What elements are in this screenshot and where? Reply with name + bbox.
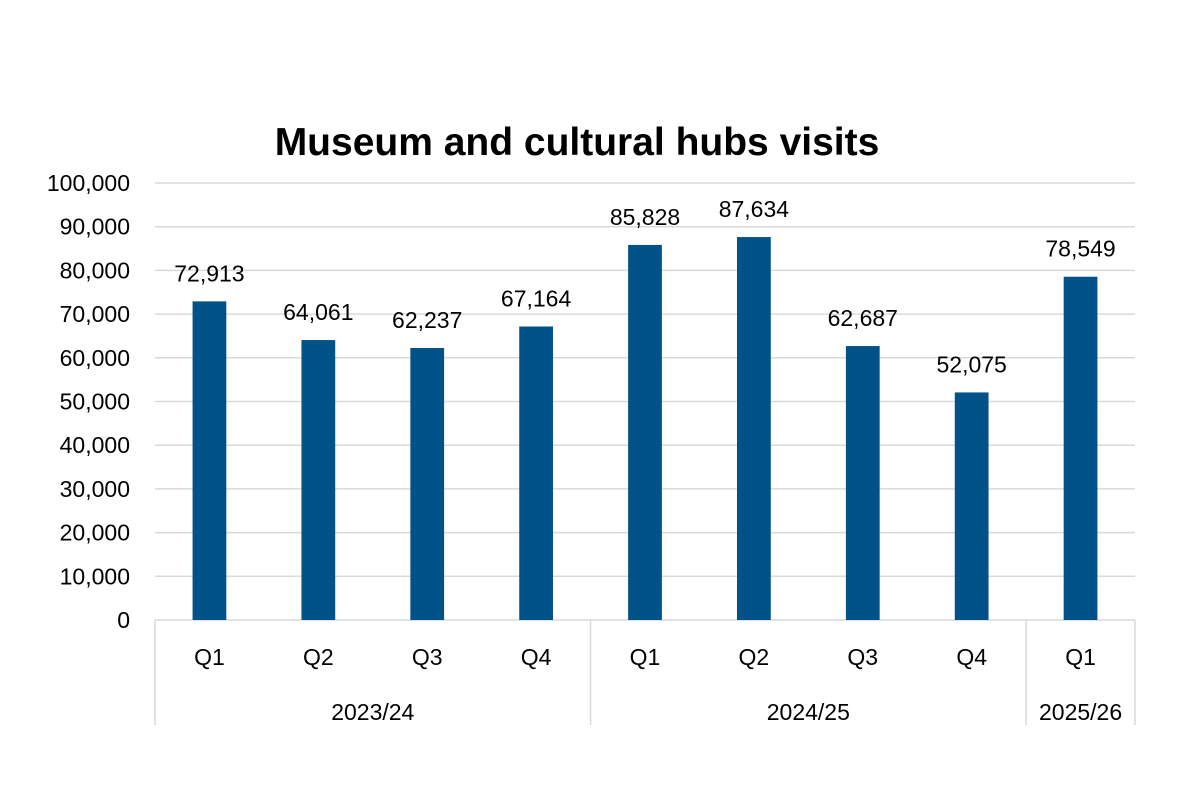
data-label: 87,634 xyxy=(719,196,790,222)
axes: 0 10,000 20,000 30,000 40,000 50,000 60,000 70,… xyxy=(47,170,1135,633)
x-tick-label: Q1 xyxy=(1065,644,1096,670)
x-tick-label: Q3 xyxy=(412,644,443,670)
x-tick-label: Q2 xyxy=(739,644,770,670)
data-label: 52,075 xyxy=(936,351,1006,377)
x-tick-label: Q3 xyxy=(847,644,878,670)
data-label: 64,061 xyxy=(283,299,353,325)
y-tick-label: 90,000 xyxy=(60,214,130,240)
y-tick-label: 40,000 xyxy=(60,432,130,458)
data-label: 85,828 xyxy=(610,204,680,230)
x-tick-label: Q1 xyxy=(630,644,661,670)
x-tick-label: Q4 xyxy=(521,644,552,670)
group-label: 2024/25 xyxy=(767,699,850,725)
y-tick-label: 50,000 xyxy=(60,389,130,415)
bar xyxy=(519,326,553,620)
x-tick-label: Q2 xyxy=(303,644,334,670)
bars xyxy=(192,237,1098,620)
x-tick-label: Q1 xyxy=(194,644,225,670)
x-axis: Q1 Q2 Q3 Q4 Q1 Q2 Q3 Q4 Q1 2023/24 2024/25 2025/26 xyxy=(154,620,1136,725)
y-tick-label: 80,000 xyxy=(60,257,130,283)
y-tick-label: 60,000 xyxy=(60,345,130,371)
data-labels: 72,913 64,061 62,237 67,164 85,828 87,634 62,6… xyxy=(174,196,1115,377)
bar xyxy=(628,244,662,620)
bar xyxy=(301,340,336,620)
bar xyxy=(1063,276,1098,620)
data-label: 72,913 xyxy=(174,260,244,286)
group-label: 2023/24 xyxy=(331,699,414,725)
bar xyxy=(954,392,989,620)
x-tick-label: Q4 xyxy=(956,644,987,670)
group-label: 2025/26 xyxy=(1039,699,1122,725)
y-tick-label: 10,000 xyxy=(60,563,130,589)
bar xyxy=(192,301,227,620)
bar xyxy=(845,346,880,620)
y-tick-label: 20,000 xyxy=(60,520,130,546)
data-label: 67,164 xyxy=(501,285,572,311)
data-label: 78,549 xyxy=(1045,236,1115,262)
y-tick-label: 100,000 xyxy=(47,170,130,196)
data-label: 62,237 xyxy=(392,307,462,333)
y-tick-label: 0 xyxy=(117,607,130,633)
bar xyxy=(410,348,445,620)
chart-title: Museum and cultural hubs visits xyxy=(275,121,880,164)
y-tick-label: 70,000 xyxy=(60,301,130,327)
data-label: 62,687 xyxy=(828,305,898,331)
bar xyxy=(737,237,771,620)
y-tick-label: 30,000 xyxy=(60,476,130,502)
